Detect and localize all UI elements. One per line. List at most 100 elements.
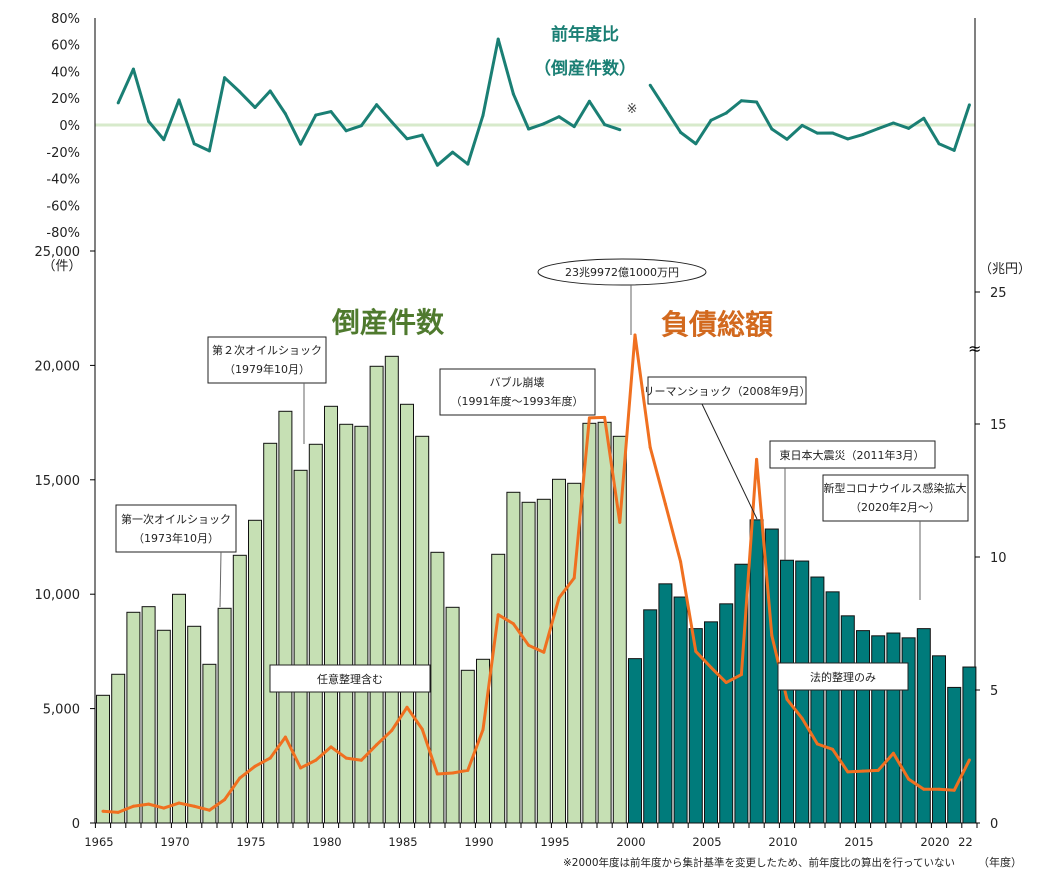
left-tick-label: 25,000	[35, 245, 81, 260]
debt-point	[162, 806, 166, 810]
x-tick-label: 1965	[84, 835, 113, 849]
yoy-point	[785, 137, 789, 141]
yoy-tick-label: 0%	[59, 119, 80, 134]
bar-2014	[840, 615, 855, 824]
yoy-point	[390, 120, 394, 124]
series-label-debt: 負債総額	[661, 308, 773, 341]
debt-point	[420, 727, 424, 731]
debt-point	[922, 787, 926, 791]
bar-1985	[400, 403, 414, 824]
debt-point	[405, 705, 409, 709]
yoy-point	[238, 90, 242, 94]
bar-2022	[962, 666, 977, 824]
bar-1976	[263, 442, 278, 824]
annotation-bubble-line2: （1991年度～1993年度）	[451, 394, 584, 408]
debt-point	[375, 743, 379, 747]
debt-point	[329, 745, 333, 749]
annotation-oil2-line1: 第２次オイルショック	[212, 343, 322, 357]
bar-1987	[430, 551, 445, 824]
debt-point	[770, 633, 774, 637]
annotation-quake	[769, 440, 936, 469]
bar-2004	[688, 628, 703, 824]
bar-1982	[354, 425, 369, 824]
bar-1974	[232, 554, 247, 824]
x-tick-label: 1995	[540, 835, 569, 849]
debt-point	[755, 457, 759, 461]
debt-point	[572, 576, 576, 580]
bar-1975	[248, 519, 262, 824]
right-tick-label: 25	[990, 286, 1007, 301]
yoy-point	[329, 110, 333, 114]
yoy-point	[435, 163, 439, 167]
x-tick-label: 1975	[236, 835, 265, 849]
yoy-line-segment	[116, 37, 621, 167]
annotation-bubble	[439, 368, 596, 416]
right-tick-label: 10	[990, 551, 1007, 566]
bar-1989	[460, 669, 475, 824]
annotation-covid-line2: （2020年2月～）	[850, 500, 940, 514]
yoy-title: 前年度比	[551, 24, 619, 45]
x-tick-label: 2000	[616, 835, 645, 849]
annotation-oil1-line2: （1973年10月）	[133, 531, 219, 545]
debt-point	[147, 802, 151, 806]
yoy-point	[420, 133, 424, 137]
bar-1988	[445, 606, 460, 824]
bar-1967	[126, 611, 141, 824]
debt-point	[435, 772, 439, 776]
debt-point	[891, 751, 895, 755]
debt-point	[131, 804, 135, 808]
bar-2010	[780, 559, 794, 824]
x-tick-label: 2020	[920, 835, 949, 849]
yoy-line-segment	[648, 84, 971, 152]
yoy-point	[967, 103, 971, 107]
debt-point	[831, 747, 835, 751]
yoy-point	[663, 107, 667, 111]
debt-point	[344, 756, 348, 760]
annotation-oil2-line2: （1979年10月）	[224, 362, 310, 376]
yoy-point	[739, 99, 743, 103]
yoy-point	[177, 98, 181, 102]
bar-1997	[582, 422, 597, 824]
bar-1978	[293, 469, 308, 824]
left-tick-label: 5,000	[43, 703, 80, 718]
yoy-point	[922, 116, 926, 120]
annotation-covid-line1: 新型コロナウイルス感染拡大	[824, 481, 967, 495]
annotation-peak-text: 23兆9972億1000万円	[565, 266, 679, 279]
yoy-point	[314, 113, 318, 117]
annotation-peak	[537, 258, 707, 286]
yoy-point	[587, 99, 591, 103]
x-tick-label: 2010	[768, 835, 797, 849]
debt-point	[511, 622, 515, 626]
yoy-tick-label: -40%	[46, 173, 80, 188]
bar-1984	[384, 355, 399, 824]
debt-point	[283, 735, 287, 739]
yoy-point	[831, 131, 835, 135]
bar-1965	[96, 694, 110, 824]
left-tick-label: 0	[72, 817, 80, 832]
bar-2005	[704, 621, 718, 824]
bar-1971	[187, 625, 202, 824]
bar-2017	[886, 632, 901, 824]
debt-point	[739, 673, 743, 677]
left-axis-unit: （件）	[42, 259, 81, 274]
yoy-point	[481, 113, 485, 117]
yoy-tick-label: -80%	[46, 226, 80, 241]
bar-1992	[506, 491, 521, 824]
bar-1968	[141, 606, 156, 824]
bar-2001	[643, 609, 658, 824]
bar-1977	[278, 410, 293, 824]
annotation-lehman-text: リーマンショック（2008年9月）	[644, 384, 811, 398]
footnote: ※2000年度は前年度から集計基準を変更したため、前年度比の算出を行っていない	[563, 856, 955, 869]
right-tick-label: 0	[990, 817, 998, 832]
yoy-point	[253, 105, 257, 109]
yoy-tick-label: 40%	[51, 65, 80, 80]
axis-break-icon: ≈	[968, 339, 981, 358]
debt-point	[724, 681, 728, 685]
debt-point	[451, 771, 455, 775]
bar-1996	[567, 482, 582, 824]
x-tick-label: 1985	[388, 835, 417, 849]
debt-point	[694, 649, 698, 653]
bar-1998	[597, 421, 612, 824]
yoy-point	[527, 127, 531, 131]
bar-1994	[536, 498, 551, 824]
